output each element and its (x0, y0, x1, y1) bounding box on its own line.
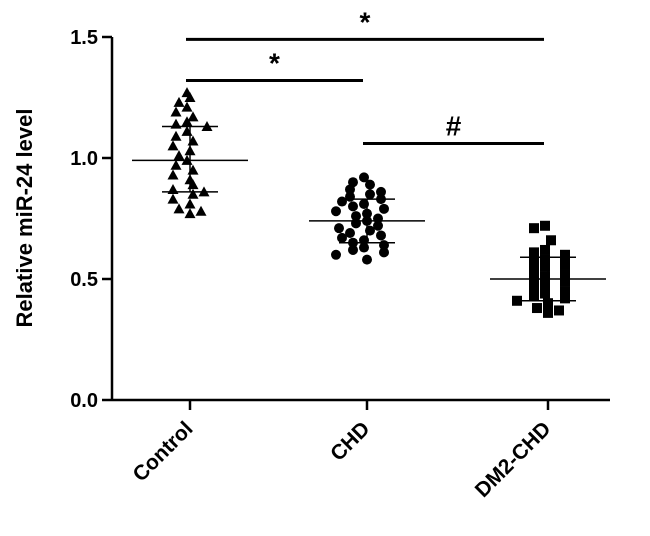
data-point (195, 205, 207, 216)
data-point (167, 140, 179, 151)
data-point (184, 208, 196, 219)
data-point (373, 220, 383, 231)
data-point (365, 179, 375, 190)
data-point (173, 96, 185, 107)
data-point (173, 203, 185, 214)
data-point (532, 303, 542, 314)
data-point (540, 244, 550, 255)
data-point (170, 159, 182, 170)
significance-label: * (269, 48, 280, 79)
data-points (167, 87, 570, 318)
x-ticks: Control CHD DM2-CHD (128, 400, 556, 502)
data-point (540, 254, 550, 265)
data-point (543, 307, 553, 318)
data-point (181, 116, 193, 127)
data-point (187, 135, 199, 146)
data-point (348, 244, 358, 255)
data-point (337, 196, 347, 207)
data-point (540, 271, 550, 282)
data-point (351, 218, 361, 229)
data-point (348, 201, 358, 212)
data-point (379, 203, 389, 214)
mean-sd-bars (132, 125, 606, 302)
x-tick-label: DM2-CHD (471, 417, 556, 502)
data-point (181, 125, 193, 136)
data-point (379, 247, 389, 258)
data-point (376, 230, 386, 241)
x-tick-label: CHD (326, 417, 374, 465)
y-tick-label: 1.0 (70, 148, 98, 170)
significance-label: # (446, 110, 462, 141)
significance-annotations: * * # (186, 6, 544, 145)
data-point (554, 305, 564, 316)
data-point (546, 235, 556, 246)
data-point (560, 276, 570, 287)
data-point (543, 298, 553, 309)
data-point (351, 211, 361, 222)
data-point (167, 169, 179, 180)
data-point (359, 172, 369, 183)
y-ticks: 0.0 0.5 1.0 1.5 (70, 27, 112, 412)
data-point (376, 186, 386, 197)
y-tick-label: 0.5 (70, 269, 98, 291)
data-point (529, 247, 539, 258)
data-point (334, 223, 344, 234)
data-point (331, 206, 341, 217)
data-point (560, 269, 570, 280)
data-point (560, 286, 570, 297)
data-point (529, 257, 539, 268)
data-point (560, 249, 570, 260)
data-point (181, 101, 193, 112)
data-point (173, 150, 185, 161)
data-point (187, 111, 199, 122)
data-point (529, 283, 539, 294)
data-point (512, 295, 522, 306)
data-point (529, 290, 539, 301)
data-point (167, 193, 179, 204)
x-tick-label: Control (128, 417, 197, 486)
data-point (362, 254, 372, 265)
data-point (365, 189, 375, 200)
y-tick-label: 0.0 (70, 390, 98, 412)
data-point (184, 92, 196, 102)
y-tick-label: 1.5 (70, 27, 98, 49)
data-point (529, 223, 539, 234)
data-point (170, 130, 182, 141)
data-point (359, 242, 369, 253)
data-point (540, 281, 550, 292)
data-point (331, 249, 341, 260)
data-point (560, 259, 570, 270)
data-point (337, 232, 347, 243)
y-axis-label: Relative miR-24 level (12, 109, 37, 328)
data-point (540, 288, 550, 299)
data-point (560, 293, 570, 304)
data-point (184, 198, 196, 209)
data-point (540, 261, 550, 272)
data-point (345, 184, 355, 195)
data-point (187, 188, 199, 199)
axes (110, 37, 610, 402)
data-point (345, 228, 355, 239)
data-point (187, 164, 199, 175)
data-point (170, 106, 182, 117)
data-point (529, 264, 539, 275)
data-point (540, 220, 550, 231)
significance-label: * (360, 6, 371, 37)
